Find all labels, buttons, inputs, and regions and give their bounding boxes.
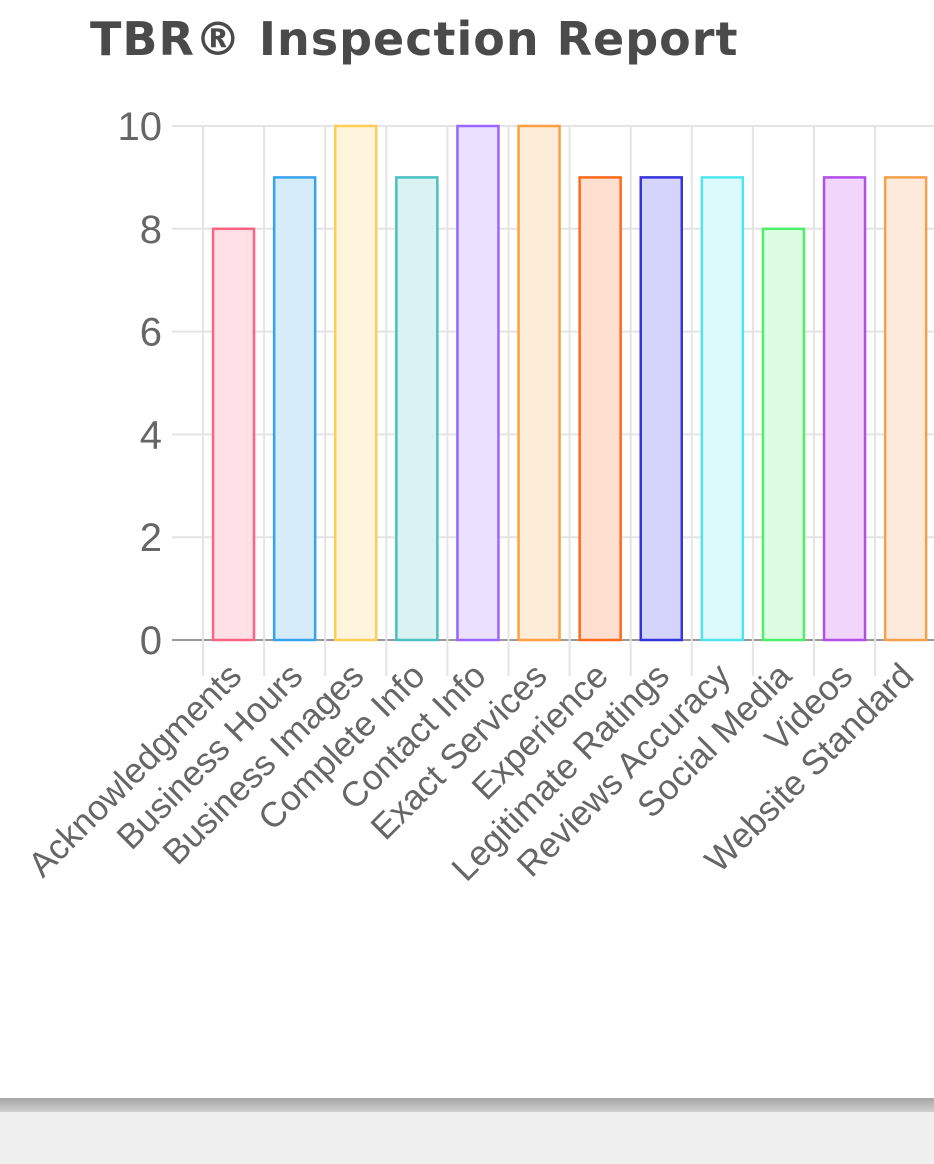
bar-business-images	[334, 124, 378, 642]
card-bottom-shadow	[0, 1098, 934, 1112]
bar-website-standard	[883, 176, 928, 642]
bar-acknowledgments	[211, 227, 256, 642]
bar-business-hours	[272, 176, 317, 642]
bar-complete-info	[395, 176, 439, 642]
y-tick-label: 6	[140, 311, 162, 355]
y-tick-label: 0	[140, 619, 162, 663]
bar-exact-services	[517, 124, 561, 642]
bar-legitimate-ratings	[639, 176, 683, 642]
bar-social-media	[761, 227, 806, 642]
y-tick-label: 8	[140, 208, 162, 252]
page-footer	[0, 1112, 934, 1164]
bar-videos	[822, 176, 867, 642]
y-tick-label: 2	[140, 516, 162, 560]
chart-title: TBR® Inspection Report	[90, 12, 739, 66]
bar-reviews-accuracy	[700, 176, 745, 642]
y-tick-label: 10	[118, 105, 163, 149]
y-tick-label: 4	[140, 413, 162, 457]
bar-contact-info	[456, 124, 500, 642]
chart-card: TBR® Inspection Report 0 2 4 6 8 10 Acknowledg…	[20, 12, 934, 889]
bar-experience	[578, 176, 622, 642]
